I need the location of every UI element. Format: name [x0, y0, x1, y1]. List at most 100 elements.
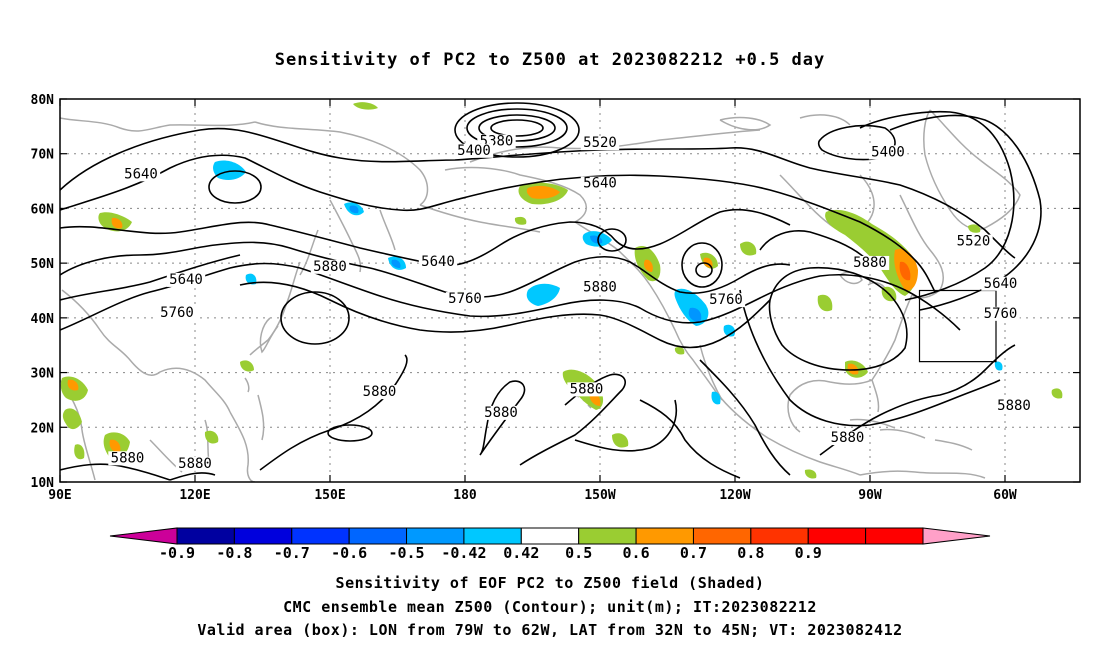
colorbar-segment: [865, 527, 924, 545]
contour-label: 5880: [111, 450, 145, 466]
shade-positive: [804, 469, 817, 479]
contour-label-bg: [994, 398, 1034, 413]
shade-positive: [899, 261, 911, 281]
caption-line-3: Valid area (box): LON from 79W to 62W, L…: [197, 621, 903, 639]
map-frame: [59, 98, 1081, 483]
shade-negative: [391, 259, 401, 268]
contour-label-bg: [175, 456, 215, 471]
contour-label: 5640: [583, 176, 617, 192]
gridlines: [60, 99, 1080, 482]
contour-label: 5760: [448, 291, 482, 307]
colorbar-segment: [176, 527, 235, 545]
colorbar-label: -0.8: [216, 544, 252, 562]
colorbar-segment: [692, 527, 752, 545]
contour-label-bg: [850, 255, 890, 270]
contour-label-bg: [567, 382, 606, 397]
contour-label-bg: [706, 293, 746, 308]
contour-label: 5880: [178, 456, 212, 472]
contour-label: 5880: [570, 381, 604, 397]
caption-line-2: CMC ensemble mean Z500 (Contour); unit(m…: [283, 598, 817, 616]
valid-area-box: [918, 289, 997, 363]
contour-label-bg: [580, 280, 620, 295]
shade-negative: [245, 273, 257, 285]
colorbar-label: -0.7: [274, 544, 310, 562]
lon-label: 60W: [993, 488, 1017, 503]
shade-positive: [968, 224, 981, 233]
colorbar-label: -0.9: [159, 544, 195, 562]
shade-negative: [349, 205, 359, 214]
shade-positive: [526, 185, 560, 199]
contour-label-bg: [108, 451, 147, 466]
sensitivity-shading: [60, 102, 1063, 479]
colorbar-segment: [520, 527, 580, 545]
colorbar: [109, 527, 991, 545]
contour-label-bg: [121, 167, 161, 182]
shade-positive: [109, 439, 121, 453]
contour-label-bg: [981, 276, 1020, 291]
chart-title: Sensitivity of PC2 to Z500 at 2023082212…: [274, 50, 826, 70]
lat-label: 60N: [31, 202, 55, 217]
shade-negative: [994, 361, 1003, 371]
colorbar-label: -0.42: [441, 544, 486, 562]
shade-positive: [353, 102, 378, 110]
contour-label-bg: [445, 292, 485, 307]
lat-label: 80N: [31, 93, 55, 108]
colorbar-segment: [578, 527, 637, 545]
shade-positive: [740, 241, 757, 256]
lat-label: 30N: [31, 367, 55, 382]
lat-label: 20N: [31, 421, 55, 436]
shade-positive: [825, 209, 917, 296]
latitude-labels: 80N 70N 60N 50N 40N 30N 20N 10N: [31, 93, 55, 491]
contour-label-bg: [981, 306, 1020, 321]
colorbar-label: 0.5: [565, 544, 592, 562]
contour-label: 5640: [124, 166, 158, 182]
contour-label: 5880: [853, 255, 887, 271]
shade-positive: [111, 217, 123, 229]
shade-positive: [240, 360, 254, 372]
colorbar-segment: [348, 527, 408, 545]
colorbar-label: -0.6: [331, 544, 367, 562]
colorbar-segment: [807, 527, 867, 545]
contour-label: 5640: [169, 272, 203, 288]
shade-positive: [514, 216, 527, 225]
colorbar-label: 0.7: [680, 544, 707, 562]
shade-negative: [590, 235, 603, 244]
shade-positive: [817, 294, 833, 312]
shade-positive: [643, 259, 653, 272]
contour-label: 5880: [484, 405, 518, 421]
lat-label: 50N: [31, 257, 55, 272]
lon-label: 120E: [179, 488, 210, 503]
contour-label: 5880: [363, 384, 397, 400]
lat-label: 10N: [31, 476, 55, 491]
colorbar-label: -0.5: [388, 544, 424, 562]
shade-positive: [612, 433, 629, 448]
contour-label: 5760: [984, 306, 1018, 322]
lon-label: 180: [453, 488, 477, 503]
contour-label: 5880: [997, 398, 1031, 414]
contour-label-bg: [418, 254, 458, 269]
contour-label: 5400: [871, 144, 905, 160]
contour-label-bg: [580, 136, 620, 151]
shade-positive: [204, 430, 219, 444]
colorbar-segment: [922, 527, 991, 545]
contour-label-bg: [360, 385, 399, 400]
contour-label: 5880: [583, 280, 617, 296]
lon-label: 150W: [584, 488, 615, 503]
contour-label: 5880: [313, 259, 347, 275]
lat-label: 70N: [31, 148, 55, 163]
contour-label-bg: [157, 305, 197, 320]
contour-label: 5520: [957, 234, 991, 250]
shade-negative: [711, 391, 721, 405]
lon-label: 150E: [314, 488, 345, 503]
contour-label-bg: [828, 431, 867, 446]
contour-label-bg: [580, 176, 620, 191]
longitude-labels: 90E 120E 150E 180 150W 120W 90W 60W: [48, 488, 1017, 503]
contour-label: 5760: [160, 305, 194, 321]
shade-negative: [688, 307, 702, 322]
contour-label: 5880: [831, 430, 865, 446]
contour-label-bg: [310, 259, 350, 274]
shade-positive: [1051, 388, 1063, 399]
contour-label-bg: [481, 405, 521, 420]
caption-line-1: Sensitivity of EOF PC2 to Z500 field (Sh…: [335, 574, 765, 592]
